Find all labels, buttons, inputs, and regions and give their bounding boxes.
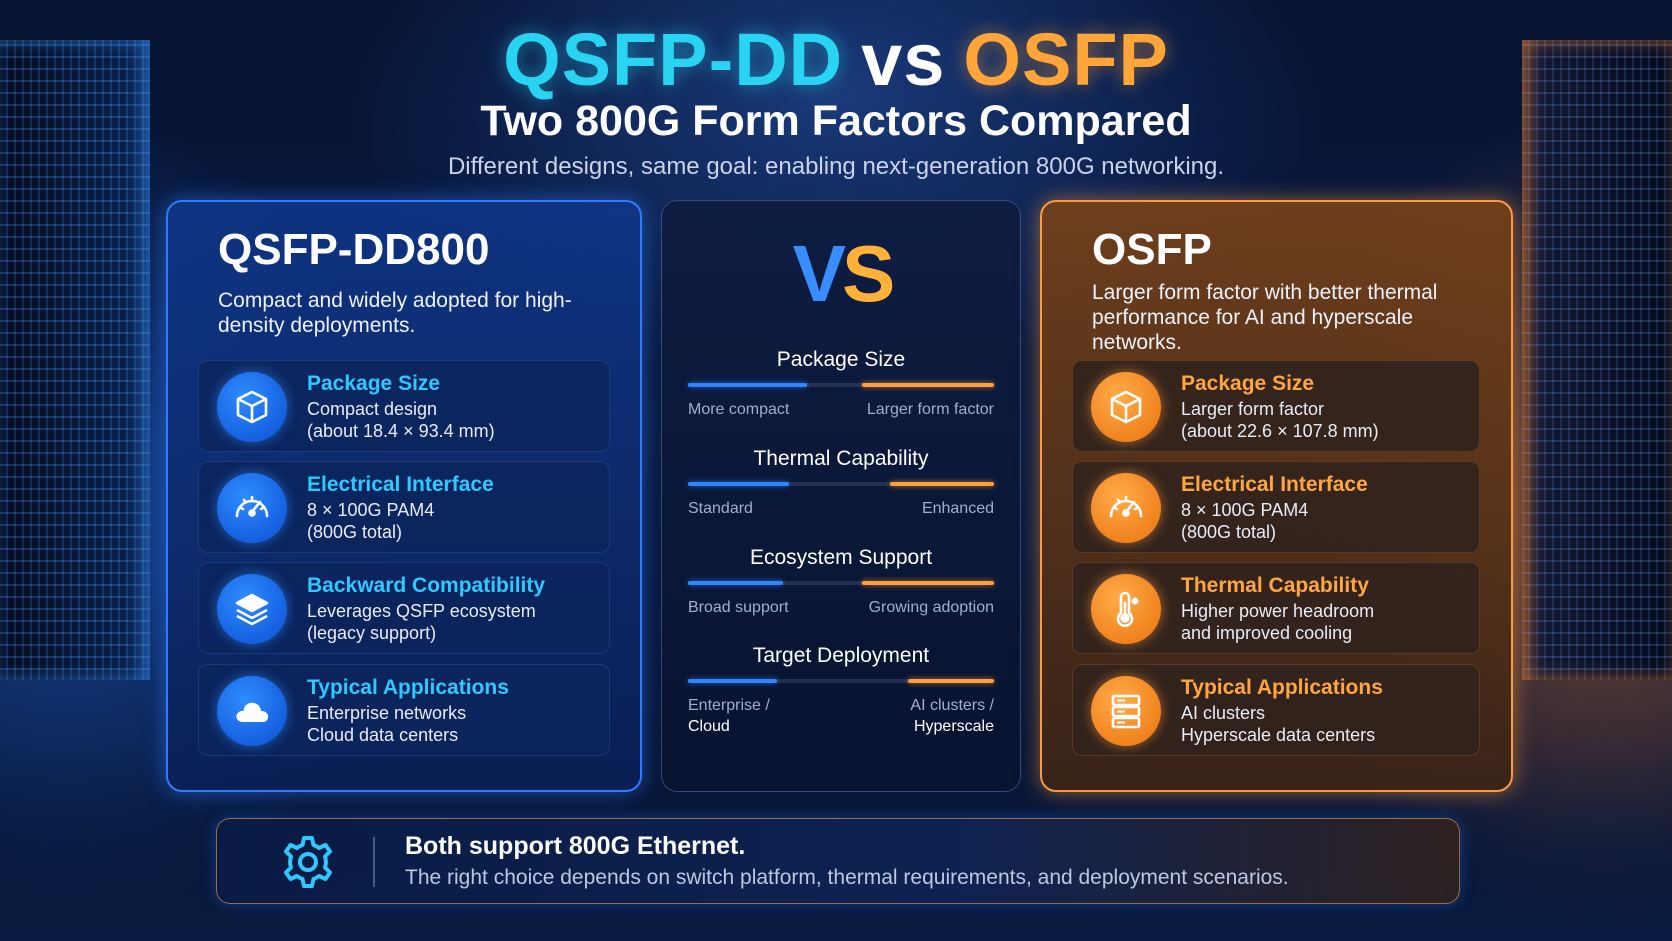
feature-electrical-interface: Electrical Interface 8 × 100G PAM4 (800G… — [198, 461, 610, 553]
feature-line: Compact design — [307, 399, 438, 419]
card-title: OSFP — [1092, 225, 1212, 274]
comparison-label-qsfp: Standard — [688, 500, 753, 517]
main-headline: QSFP-DD vs OSFP — [0, 12, 1672, 108]
feature-title: Package Size — [1181, 372, 1315, 395]
headline-qsfp-dd: QSFP-DD — [503, 18, 844, 101]
feature-electrical-interface: Electrical Interface 8 × 100G PAM4 (800G… — [1072, 461, 1480, 553]
feature-line: (800G total) — [1181, 522, 1277, 542]
headline-vs: vs — [861, 18, 946, 101]
thermometer-icon — [1091, 574, 1161, 644]
feature-title: Electrical Interface — [307, 473, 494, 496]
feature-package-size: Package Size Compact design (about 18.4 … — [198, 360, 610, 452]
comparison-label-qsfp: Broad support — [688, 599, 789, 616]
comparison-bar-qsfp — [688, 679, 777, 683]
card-description: Compact and widely adopted for high-dens… — [218, 289, 572, 337]
feature-typical-applications: Typical Applications AI clusters Hypersc… — [1072, 664, 1480, 756]
comparison-bar-qsfp — [688, 482, 789, 486]
feature-title: Backward Compatibility — [307, 574, 546, 597]
comparison-card: VS Package Size More compact Larger form… — [661, 200, 1021, 792]
osfp-card: OSFP Larger form factor with better ther… — [1040, 200, 1513, 792]
comparison-title: Thermal Capability — [753, 447, 929, 470]
headline-osfp: OSFP — [963, 18, 1169, 101]
comparison-label-line: Cloud — [688, 718, 730, 735]
vs-letter-s: S — [842, 229, 895, 318]
comparison-track — [688, 679, 994, 683]
feature-line: (800G total) — [307, 522, 403, 542]
server-icon — [1091, 676, 1161, 746]
feature-line: Enterprise networks — [307, 703, 467, 723]
gauge-icon — [1091, 473, 1161, 543]
feature-line: Hyperscale data centers — [1181, 725, 1376, 745]
comparison-label-qsfp: More compact — [688, 401, 790, 418]
feature-line: Larger form factor — [1181, 399, 1325, 419]
card-title: QSFP-DD800 — [218, 225, 490, 274]
feature-typical-applications: Typical Applications Enterprise networks… — [198, 664, 610, 756]
feature-title: Electrical Interface — [1181, 473, 1368, 496]
vs-emblem: VS — [662, 229, 1022, 319]
banner-divider — [373, 837, 375, 887]
summary-banner: Both support 800G Ethernet. The right ch… — [216, 818, 1460, 904]
feature-thermal-capability: Thermal Capability Higher power headroom… — [1072, 562, 1480, 654]
cloud-icon — [217, 676, 287, 746]
comparison-thermal-capability: Thermal Capability Standard Enhanced — [688, 446, 994, 526]
comparison-label-qsfp: Enterprise / Cloud — [688, 695, 770, 737]
comparison-bar-qsfp — [688, 581, 783, 585]
feature-line: Cloud data centers — [307, 725, 459, 745]
comparison-label-osfp: Larger form factor — [866, 401, 994, 418]
feature-backward-compatibility: Backward Compatibility Leverages QSFP ec… — [198, 562, 610, 654]
comparison-title: Ecosystem Support — [749, 546, 933, 569]
feature-line: AI clusters — [1181, 703, 1266, 723]
comparison-label-line: AI clusters / — [910, 697, 994, 714]
subtitle: Two 800G Form Factors Compared — [480, 97, 1192, 145]
banner-text: The right choice depends on switch platf… — [405, 866, 1289, 889]
feature-title: Typical Applications — [1181, 676, 1383, 699]
comparison-track — [688, 482, 994, 486]
feature-title: Typical Applications — [307, 676, 509, 699]
feature-line: 8 × 100G PAM4 — [1181, 500, 1309, 520]
feature-line: (about 22.6 × 107.8 mm) — [1181, 421, 1379, 441]
gear-icon — [279, 833, 337, 891]
vs-letter-v: V — [792, 229, 846, 318]
comparison-label-osfp: AI clusters / Hyperscale — [910, 695, 994, 737]
gauge-icon — [217, 473, 287, 543]
server-rack-right — [1522, 40, 1672, 680]
cube-icon — [1091, 372, 1161, 442]
feature-line: 8 × 100G PAM4 — [307, 500, 435, 520]
server-rack-left — [0, 40, 150, 680]
feature-package-size: Package Size Larger form factor (about 2… — [1072, 360, 1480, 452]
comparison-bar-osfp — [890, 482, 994, 486]
feature-title: Thermal Capability — [1181, 574, 1369, 597]
feature-line: Higher power headroom — [1181, 601, 1375, 621]
comparison-label-osfp: Enhanced — [921, 500, 994, 517]
comparison-bar-qsfp — [688, 383, 807, 387]
comparison-bar-osfp — [862, 383, 994, 387]
banner-title: Both support 800G Ethernet. — [405, 832, 746, 860]
card-description: Larger form factor with better thermal p… — [1092, 281, 1438, 354]
tagline: Different designs, same goal: enabling n… — [447, 153, 1225, 180]
comparison-target-deployment: Target Deployment Enterprise / Cloud AI c… — [688, 643, 994, 735]
feature-line: Leverages QSFP ecosystem — [307, 601, 536, 621]
feature-line: (legacy support) — [307, 623, 437, 643]
comparison-ecosystem-support: Ecosystem Support Broad support Growing … — [688, 545, 994, 625]
layers-icon — [217, 574, 287, 644]
feature-line: and improved cooling — [1181, 623, 1353, 643]
feature-line: (about 18.4 × 93.4 mm) — [307, 421, 495, 441]
comparison-label-line: Hyperscale — [913, 718, 994, 735]
comparison-title: Target Deployment — [752, 644, 930, 667]
comparison-track — [688, 383, 994, 387]
comparison-track — [688, 581, 994, 585]
comparison-bar-osfp — [908, 679, 994, 683]
qsfp-dd800-card: QSFP-DD800 Compact and widely adopted fo… — [166, 200, 642, 792]
comparison-title: Package Size — [776, 348, 906, 371]
feature-title: Package Size — [307, 372, 441, 395]
cube-icon — [217, 372, 287, 442]
comparison-label-osfp: Growing adoption — [868, 599, 994, 616]
comparison-bar-osfp — [862, 581, 994, 585]
comparison-label-line: Enterprise / — [688, 697, 770, 714]
comparison-package-size: Package Size More compact Larger form fa… — [688, 347, 994, 427]
